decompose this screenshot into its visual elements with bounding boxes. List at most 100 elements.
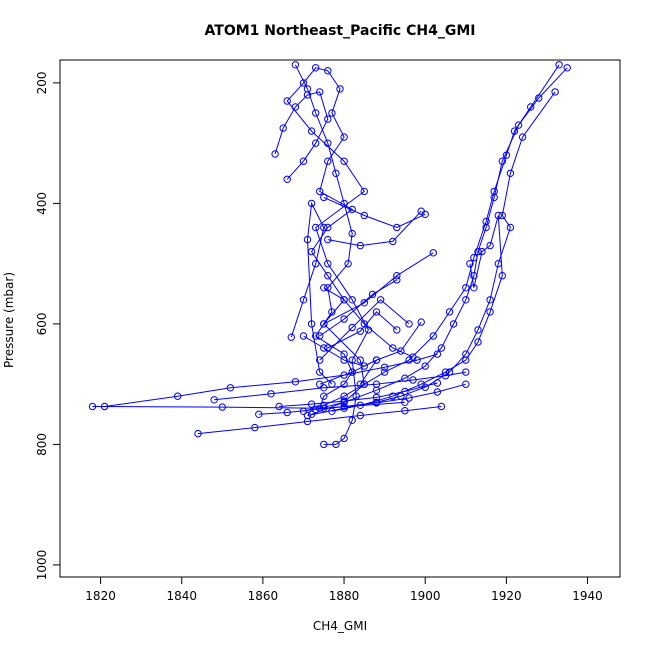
series-7-line	[104, 353, 438, 407]
data-point	[307, 400, 316, 408]
data-point	[303, 417, 312, 426]
series-21	[287, 199, 336, 388]
data-point	[409, 376, 417, 384]
series-19-line	[323, 287, 414, 358]
data-point	[360, 187, 368, 196]
data-point	[417, 207, 425, 215]
data-point	[417, 318, 425, 326]
data-point	[397, 347, 405, 355]
y-tick-label: 400	[35, 192, 49, 215]
data-point	[393, 326, 401, 334]
data-point	[324, 67, 332, 75]
series-12-line	[323, 196, 426, 229]
data-point	[316, 380, 324, 388]
data-point	[291, 103, 300, 111]
series-22	[271, 88, 332, 184]
data-point	[328, 380, 336, 388]
data-point	[348, 229, 356, 238]
series-8-line	[214, 371, 466, 401]
data-point	[328, 109, 336, 117]
series-10-line	[258, 383, 466, 415]
data-point	[462, 356, 470, 364]
data-point	[372, 380, 381, 388]
data-point	[380, 368, 389, 376]
data-point	[360, 211, 368, 220]
y-tick-label: 600	[35, 312, 49, 335]
series-11-line	[279, 382, 438, 407]
data-point	[324, 260, 332, 268]
data-point	[405, 320, 413, 328]
data-point	[312, 332, 320, 340]
data-point	[356, 356, 364, 364]
data-point	[360, 299, 368, 307]
data-point	[251, 423, 259, 432]
x-tick-label: 1920	[491, 589, 522, 603]
data-point	[356, 327, 364, 335]
plot-frame	[59, 59, 621, 578]
data-point	[441, 372, 450, 380]
series-17-line	[327, 311, 398, 349]
data-point	[307, 320, 316, 328]
data-point	[324, 139, 332, 147]
data-point	[348, 205, 356, 214]
data-point	[551, 88, 559, 96]
series-22-line	[274, 91, 329, 180]
data-point	[320, 392, 328, 400]
data-point	[356, 241, 364, 250]
data-point	[340, 133, 348, 141]
data-point	[320, 320, 328, 328]
data-point	[409, 353, 417, 361]
series-9	[194, 402, 446, 438]
data-point	[174, 392, 182, 400]
data-point	[527, 103, 535, 111]
series-17	[324, 308, 401, 352]
series-14	[320, 249, 437, 328]
data-point	[462, 284, 470, 292]
data-point	[324, 115, 332, 123]
x-tick-label: 1880	[329, 589, 360, 603]
series-8	[210, 368, 470, 404]
y-tick-label: 800	[35, 433, 49, 456]
data-point	[312, 64, 320, 72]
data-point	[429, 249, 437, 257]
data-point	[320, 284, 328, 292]
data-point	[340, 356, 348, 364]
y-axis-label: Pressure (mbar)	[2, 272, 16, 368]
series-1-line	[286, 64, 369, 445]
x-tick-label: 1820	[85, 589, 116, 603]
x-axis: 1820 1840 1860 1880 1900 1920 1940	[85, 576, 603, 603]
data-point	[312, 223, 320, 232]
data-point	[255, 410, 263, 418]
data-point	[271, 150, 279, 158]
series-13-line	[327, 210, 422, 247]
data-point	[320, 440, 328, 449]
data-point	[421, 362, 429, 370]
data-point	[316, 356, 324, 364]
x-tick-label: 1840	[166, 589, 197, 603]
data-point	[340, 296, 348, 304]
data-point	[218, 403, 227, 411]
data-point	[100, 402, 109, 411]
data-point	[267, 390, 275, 398]
data-point	[303, 235, 312, 244]
data-point	[405, 394, 413, 402]
data-point	[340, 371, 348, 379]
data-point	[449, 320, 458, 328]
data-point	[372, 308, 381, 316]
data-point	[340, 434, 348, 443]
data-point	[340, 157, 348, 165]
series-21-line	[290, 201, 333, 385]
data-point	[393, 223, 401, 232]
data-point	[312, 109, 320, 117]
series-5-line	[331, 215, 503, 412]
data-point	[332, 440, 340, 449]
data-point	[303, 91, 312, 99]
series-15	[316, 276, 401, 340]
data-point	[393, 276, 401, 284]
data-point	[563, 64, 571, 72]
data-point	[486, 241, 494, 250]
data-point	[324, 235, 332, 244]
data-point	[299, 79, 308, 87]
data-point	[316, 332, 324, 340]
data-point	[433, 379, 442, 387]
